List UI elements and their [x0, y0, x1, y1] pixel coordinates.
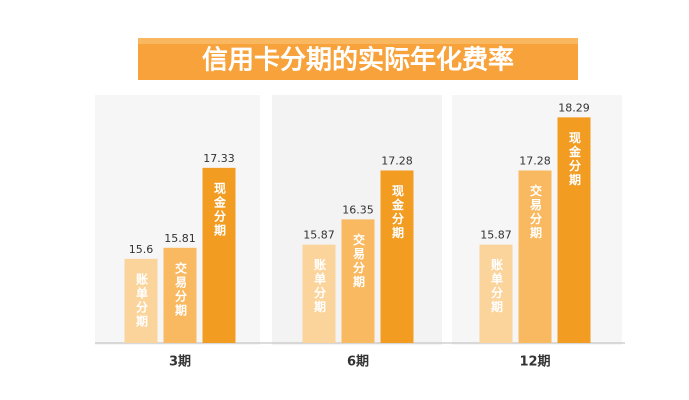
value-label: 15.6 — [129, 243, 154, 256]
series-label: 账单分期 — [313, 258, 327, 314]
series-label: 交易分期 — [529, 183, 543, 240]
bar — [341, 219, 375, 343]
bar — [124, 258, 158, 343]
bar — [557, 117, 591, 343]
title-banner-edge — [138, 38, 578, 44]
bar — [518, 170, 552, 343]
value-label: 18.29 — [558, 101, 590, 114]
chart-title: 信用卡分期的实际年化费率 — [202, 45, 514, 76]
series-label: 账单分期 — [490, 258, 504, 314]
bar — [479, 244, 513, 343]
value-label: 16.35 — [342, 203, 374, 216]
value-label: 17.28 — [519, 154, 551, 167]
value-label: 15.87 — [303, 229, 335, 242]
series-label: 现金分期 — [213, 181, 227, 237]
value-label: 17.33 — [203, 152, 235, 165]
x-tick-label: 3期 — [169, 355, 191, 370]
x-tick-label: 6期 — [347, 355, 369, 370]
bar — [302, 244, 336, 343]
value-label: 15.81 — [164, 232, 196, 245]
bar — [163, 247, 197, 343]
x-tick-label: 12期 — [519, 355, 550, 370]
value-label: 17.28 — [381, 154, 413, 167]
series-label: 交易分期 — [174, 260, 188, 317]
series-label: 账单分期 — [135, 272, 149, 328]
bar — [380, 170, 414, 343]
series-label: 现金分期 — [568, 131, 582, 187]
series-label: 交易分期 — [352, 232, 366, 289]
bar — [202, 167, 236, 343]
title-banner — [138, 38, 578, 80]
series-label: 现金分期 — [391, 184, 405, 240]
value-label: 15.87 — [480, 229, 512, 242]
